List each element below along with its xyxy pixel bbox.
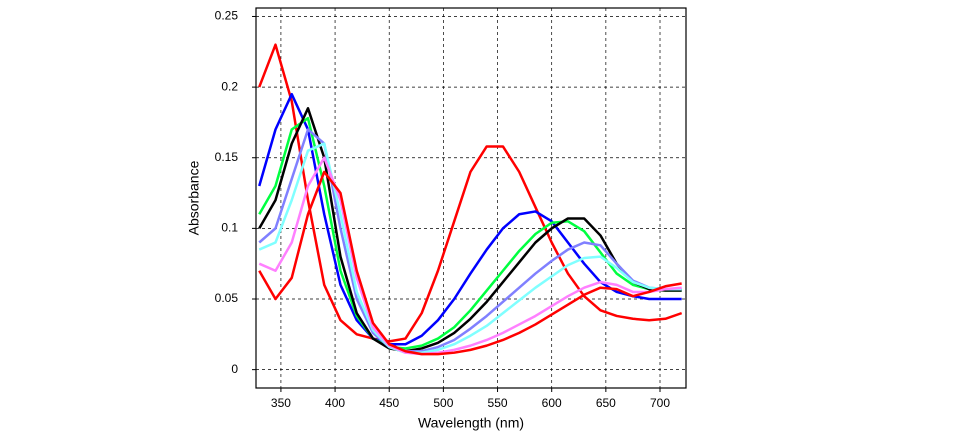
x-tick-label: 700: [650, 396, 670, 410]
y-tick-label: 0.05: [215, 291, 239, 305]
y-axis-label: Absorbance: [186, 160, 202, 235]
x-tick-label: 600: [542, 396, 562, 410]
x-axis-label: Wavelength (nm): [418, 415, 524, 431]
y-tick-label: 0.25: [215, 9, 239, 23]
y-tick-label: 0.1: [221, 221, 238, 235]
x-tick-label: 350: [271, 396, 291, 410]
x-tick-label: 550: [488, 396, 508, 410]
spectrum-line: [258, 142, 682, 354]
lines: [258, 43, 683, 356]
plot-frame: [255, 7, 687, 389]
y-tick-label: 0.2: [221, 79, 238, 93]
x-tick-label: 650: [596, 396, 616, 410]
spectrum-line: [258, 170, 682, 356]
spectrum-line: [258, 107, 682, 353]
x-tick-label: 500: [433, 396, 453, 410]
spectrum-line: [258, 43, 683, 343]
x-tick-label: 400: [325, 396, 345, 410]
spectrum-line: [258, 92, 682, 346]
spectrum-line: [258, 116, 682, 350]
x-tick-label: 450: [379, 396, 399, 410]
y-tick-label: 0: [231, 362, 238, 376]
spectrum-line: [258, 156, 682, 356]
y-tick-label: 0.15: [215, 150, 239, 164]
